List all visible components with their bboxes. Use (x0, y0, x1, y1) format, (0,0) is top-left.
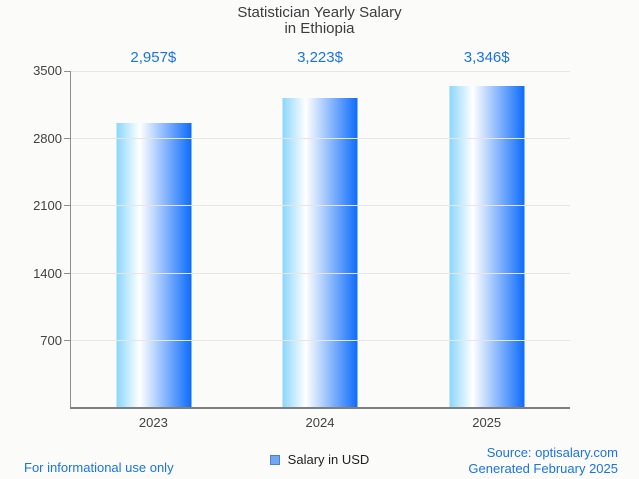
bar-column (237, 71, 403, 407)
generated-text: Generated February 2025 (468, 461, 618, 476)
y-axis-tick (64, 71, 71, 72)
y-axis-label: 2800 (33, 130, 62, 146)
chart-title-line2: in Ethiopia (284, 20, 355, 37)
x-axis-labels: 2023 2024 2025 (70, 415, 570, 430)
y-axis-label: 3500 (33, 63, 62, 78)
gridline (71, 272, 570, 274)
y-axis-label: 1400 (33, 265, 62, 281)
gridline (71, 138, 570, 140)
legend-marker-square-icon (269, 454, 280, 465)
y-axis-tick (64, 272, 71, 274)
bar (116, 123, 192, 407)
gridline (71, 339, 570, 341)
bar-value-label: 2,957$ (130, 49, 177, 66)
bar (282, 97, 358, 407)
plot-area (64, 71, 570, 409)
x-axis-label: 2023 (138, 415, 168, 430)
y-axis-labels: 700 1400 2100 2800 3500 (0, 64, 62, 409)
y-axis-tick (64, 138, 71, 140)
x-axis-label: 2025 (472, 415, 502, 430)
gridline (71, 71, 570, 72)
y-axis-tick (64, 339, 71, 341)
bar-column (71, 71, 237, 407)
legend: Salary in USD (0, 452, 639, 467)
source-text: Source: optisalary.com (486, 445, 618, 460)
source-block: Source: optisalary.com Generated Februar… (468, 445, 618, 477)
x-axis-label: 2024 (305, 415, 335, 430)
bar-value-label: 3,223$ (297, 49, 343, 66)
y-axis-label: 2100 (33, 198, 62, 214)
gridline (71, 205, 570, 207)
y-axis-tick (64, 205, 71, 207)
bar-value-label: 3,346$ (463, 49, 510, 66)
legend-label: Salary in USD (287, 452, 370, 467)
chart-title-line1: Statistician Yearly Salary (237, 4, 402, 21)
bar-value-labels-row: 2,957$ 3,223$ 3,346$ (70, 50, 570, 66)
chart-title: Statistician Yearly Salary in Ethiopia (0, 5, 639, 37)
disclaimer-text: For informational use only (24, 460, 174, 475)
y-axis-label: 700 (40, 333, 62, 349)
bars-row (71, 71, 570, 407)
bar-column (404, 71, 570, 407)
bar (449, 85, 525, 407)
